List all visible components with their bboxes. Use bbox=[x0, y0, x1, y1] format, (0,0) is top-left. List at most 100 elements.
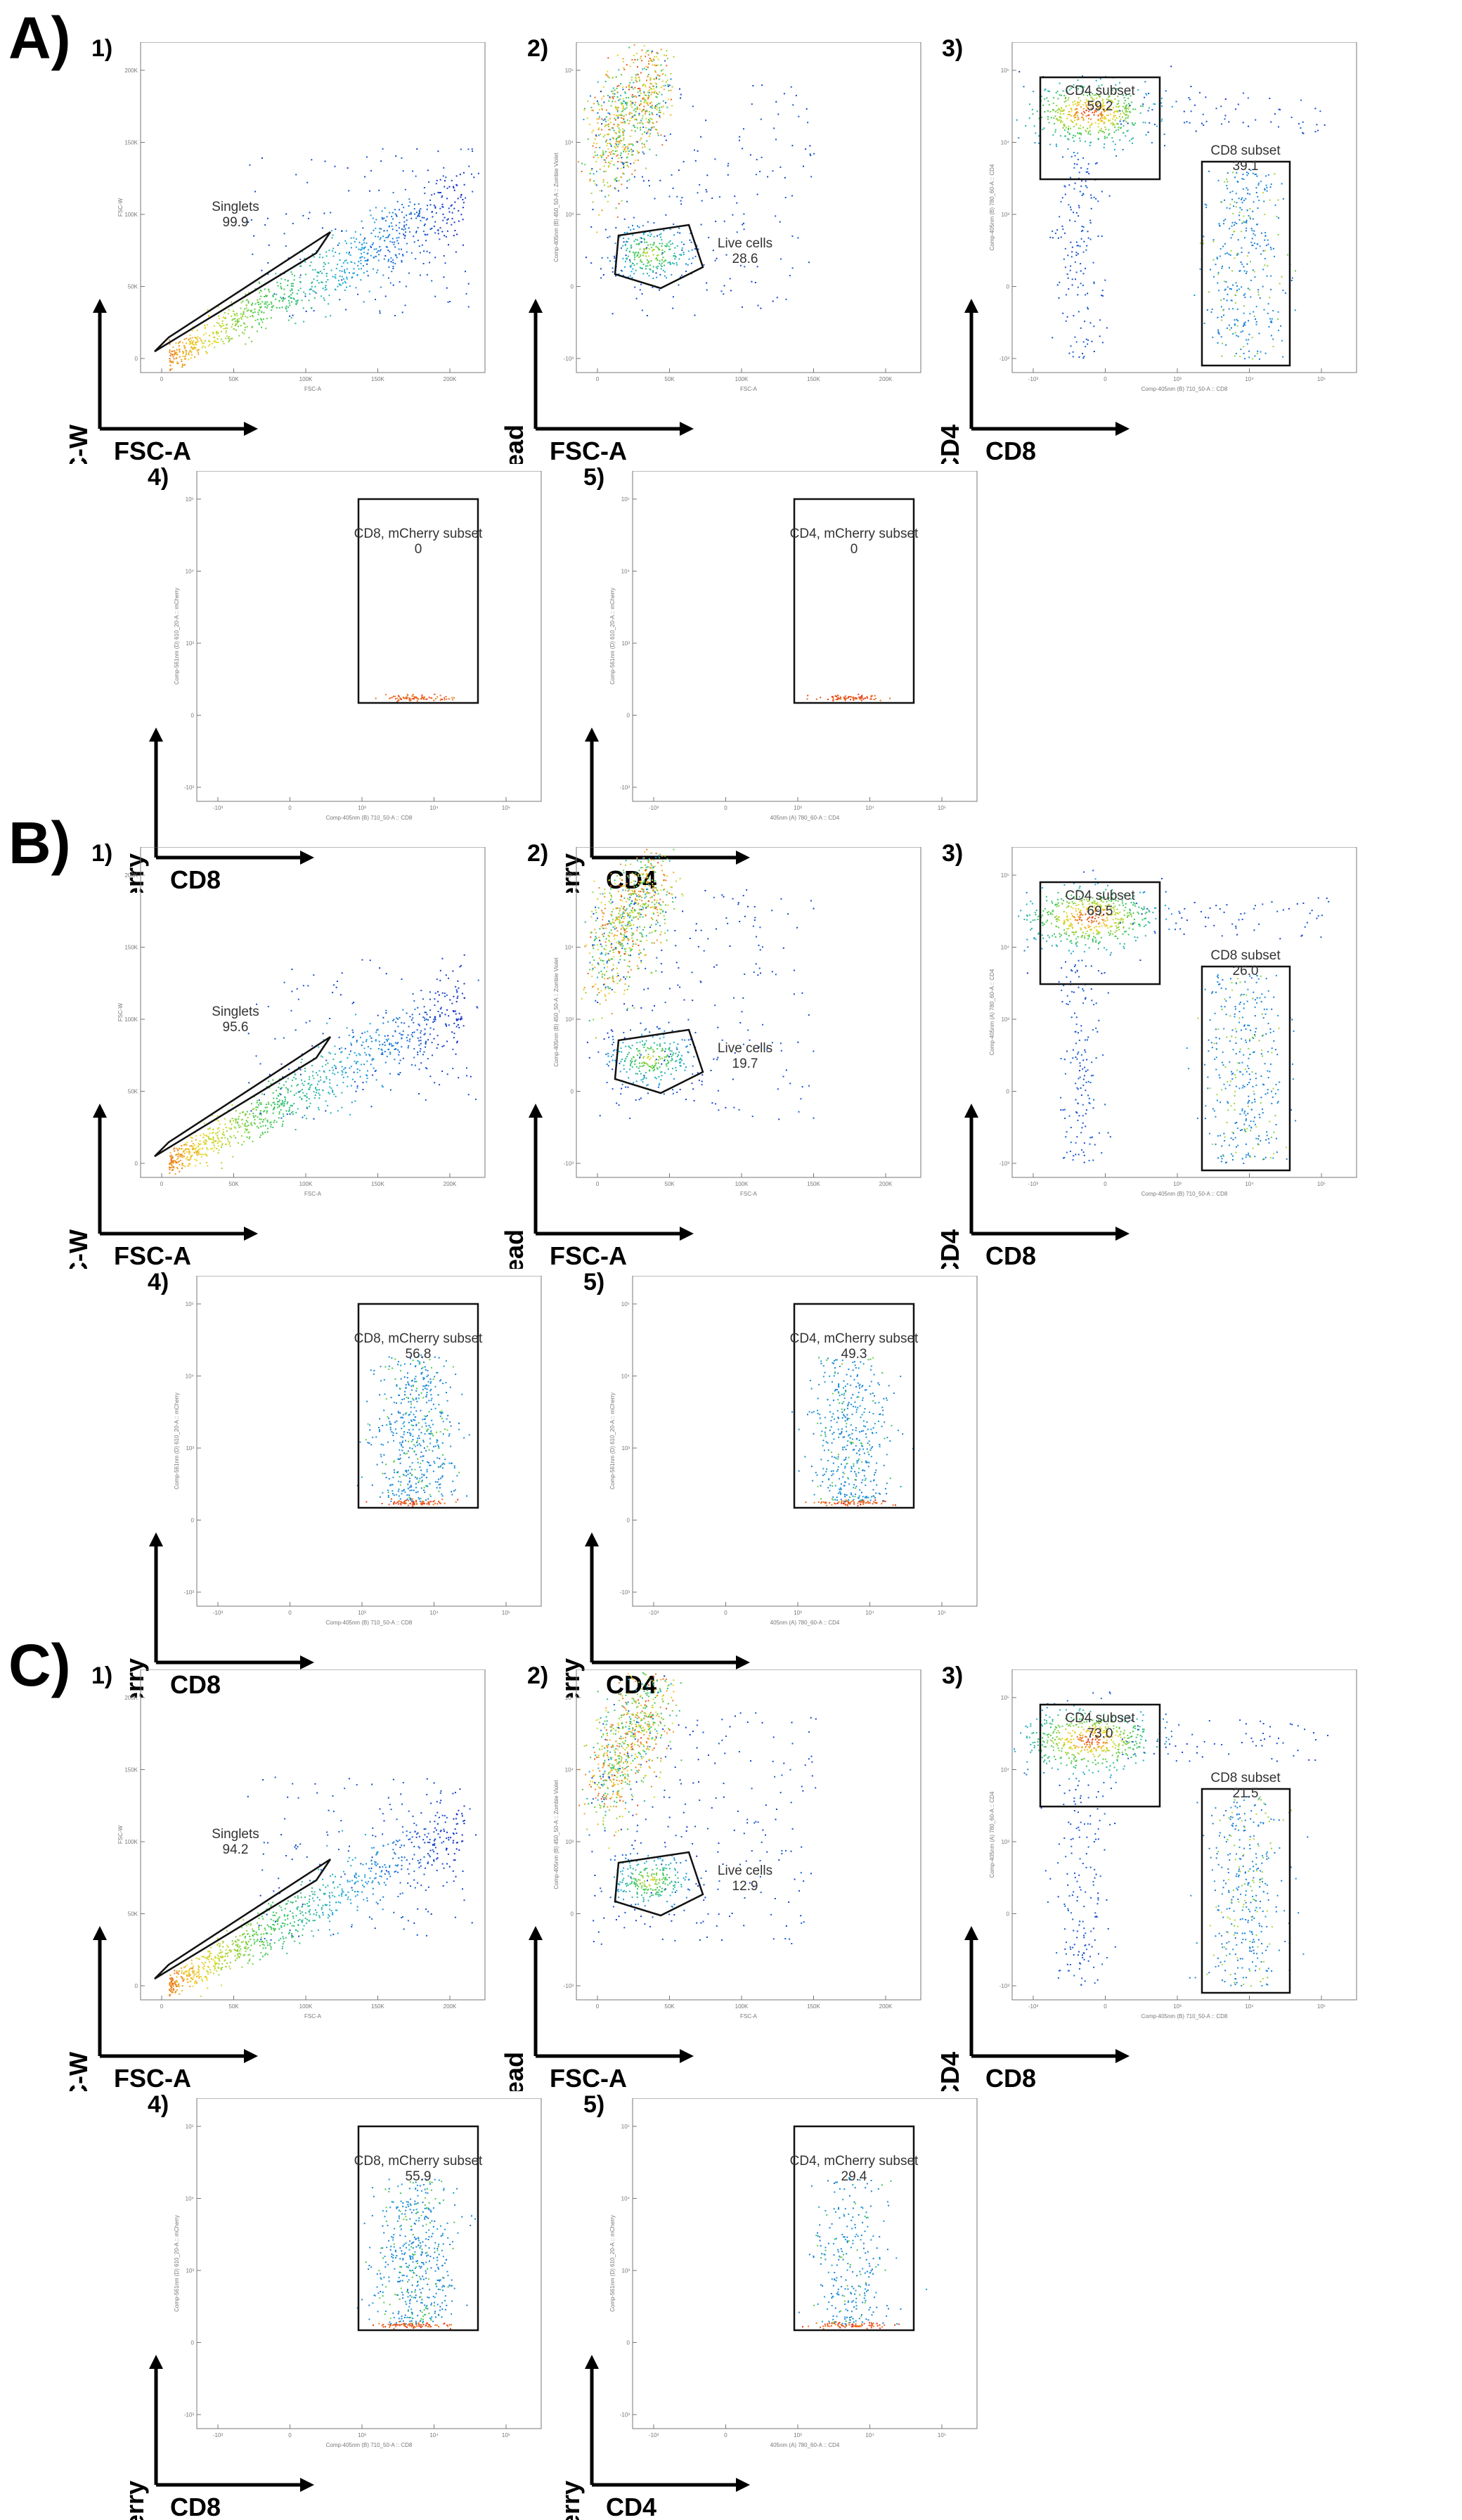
event-dot bbox=[645, 52, 647, 53]
event-dot bbox=[1078, 112, 1079, 113]
event-dot bbox=[662, 911, 664, 912]
event-dot bbox=[1075, 108, 1077, 110]
event-dot bbox=[176, 1148, 177, 1149]
event-dot bbox=[316, 1090, 318, 1091]
event-dot bbox=[1069, 134, 1070, 135]
event-dot bbox=[391, 271, 392, 272]
event-dot bbox=[659, 91, 660, 93]
event-dot bbox=[363, 1064, 365, 1065]
event-dot bbox=[292, 1105, 293, 1106]
event-dot bbox=[423, 231, 425, 232]
event-dot bbox=[280, 286, 282, 287]
event-dot bbox=[327, 1105, 328, 1106]
event-dot bbox=[1235, 302, 1236, 304]
event-dot bbox=[351, 243, 352, 244]
event-dot bbox=[399, 209, 400, 210]
event-dot bbox=[1059, 119, 1060, 121]
event-dot bbox=[309, 212, 311, 213]
event-dot bbox=[680, 94, 682, 96]
event-dot bbox=[1243, 188, 1244, 190]
event-dot bbox=[264, 312, 265, 314]
event-dot bbox=[1076, 164, 1078, 165]
event-dot bbox=[1080, 263, 1081, 264]
event-dot bbox=[642, 867, 643, 868]
event-dot bbox=[306, 1108, 308, 1109]
event-dot bbox=[425, 1099, 427, 1101]
event-dot bbox=[393, 285, 394, 286]
y-axis-title: FSC-W bbox=[64, 1229, 93, 1269]
event-dot bbox=[464, 997, 465, 999]
event-dot bbox=[1229, 204, 1231, 205]
event-dot bbox=[619, 127, 620, 129]
event-dot bbox=[603, 181, 604, 183]
event-dot bbox=[661, 254, 663, 255]
event-dot bbox=[1243, 353, 1245, 354]
event-dot bbox=[217, 1142, 219, 1144]
event-dot bbox=[679, 233, 680, 234]
event-dot bbox=[779, 221, 781, 223]
event-dot bbox=[356, 1041, 358, 1042]
event-dot bbox=[1248, 320, 1249, 321]
event-dot bbox=[1258, 332, 1260, 334]
event-dot bbox=[656, 104, 658, 105]
event-dot bbox=[1098, 115, 1099, 116]
event-dot bbox=[1076, 105, 1078, 106]
event-dot bbox=[1262, 286, 1264, 287]
event-dot bbox=[640, 58, 641, 59]
event-dot bbox=[344, 260, 346, 261]
event-dot bbox=[439, 1084, 440, 1085]
event-dot bbox=[761, 119, 762, 120]
event-dot bbox=[1109, 195, 1111, 197]
event-dot bbox=[318, 1080, 319, 1082]
event-dot bbox=[1234, 319, 1235, 321]
event-dot bbox=[628, 89, 630, 90]
event-dot bbox=[1236, 353, 1237, 354]
event-dot bbox=[264, 1132, 266, 1133]
event-dot bbox=[618, 85, 619, 86]
event-dot bbox=[1282, 356, 1283, 358]
event-dot bbox=[656, 86, 657, 88]
event-dot bbox=[402, 1009, 403, 1011]
event-dot bbox=[637, 127, 638, 129]
event-dot bbox=[1100, 78, 1101, 79]
event-dot bbox=[1227, 181, 1228, 183]
event-dot bbox=[1125, 121, 1127, 122]
event-dot bbox=[606, 116, 607, 117]
event-dot bbox=[631, 59, 633, 60]
event-dot bbox=[1056, 118, 1057, 119]
event-dot bbox=[223, 1129, 224, 1130]
event-dot bbox=[1285, 292, 1286, 294]
event-dot bbox=[595, 97, 596, 98]
event-dot bbox=[392, 242, 393, 243]
event-dot bbox=[1077, 101, 1078, 103]
event-dot bbox=[293, 1103, 295, 1104]
event-dot bbox=[1123, 103, 1125, 104]
event-dot bbox=[378, 190, 380, 191]
event-dot bbox=[1114, 149, 1115, 150]
event-dot bbox=[350, 1042, 351, 1044]
event-dot bbox=[1055, 115, 1056, 117]
event-dot bbox=[1172, 106, 1173, 108]
event-dot bbox=[1264, 214, 1265, 215]
event-dot bbox=[326, 273, 328, 274]
event-dot bbox=[623, 162, 625, 164]
event-dot bbox=[329, 1070, 330, 1071]
event-dot bbox=[680, 200, 682, 202]
event-dot bbox=[870, 698, 872, 699]
event-dot bbox=[623, 118, 624, 119]
event-dot bbox=[603, 102, 604, 103]
event-dot bbox=[637, 66, 638, 67]
event-dot bbox=[706, 189, 707, 190]
event-dot bbox=[306, 182, 308, 183]
event-dot bbox=[319, 1094, 321, 1096]
event-dot bbox=[1082, 127, 1084, 128]
event-dot bbox=[1105, 129, 1106, 130]
event-dot bbox=[858, 697, 860, 698]
event-dot bbox=[196, 338, 198, 340]
event-dot bbox=[638, 244, 640, 245]
event-dot bbox=[631, 174, 633, 175]
event-dot bbox=[378, 254, 380, 255]
event-dot bbox=[630, 969, 632, 971]
event-dot bbox=[649, 118, 651, 119]
